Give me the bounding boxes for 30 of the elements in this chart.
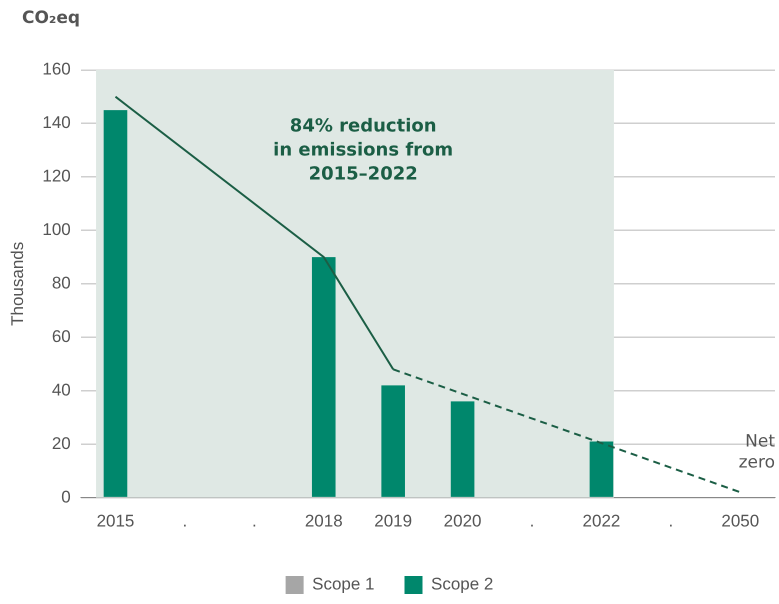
y-tick-label: 40 — [52, 380, 71, 400]
y-axis-title: Thousands — [8, 242, 27, 326]
x-tick-label: 2022 — [582, 511, 620, 530]
x-tick-label: . — [530, 511, 534, 530]
y-tick-label: 160 — [42, 60, 71, 79]
y-tick-label: 20 — [52, 434, 71, 453]
x-tick-label: 2019 — [374, 511, 412, 530]
y-tick-label: 80 — [52, 273, 71, 292]
y-tick-label: 60 — [52, 326, 71, 346]
annotation: 84% reduction in emissions from 2015–2022 — [273, 116, 454, 185]
legend-label: Scope 1 — [312, 574, 375, 594]
x-tick-label: 2015 — [96, 511, 134, 530]
bar — [590, 441, 614, 497]
x-tick-label: . — [182, 511, 188, 530]
bar — [312, 257, 336, 497]
y-tick-label: 140 — [42, 113, 71, 132]
bar — [450, 401, 474, 497]
annotation: Net zero — [738, 432, 776, 473]
y-tick-label: 0 — [61, 487, 71, 506]
chart-title: CO₂eq — [22, 8, 80, 28]
x-tick-label: . — [668, 511, 674, 530]
y-tick-label: 120 — [42, 166, 71, 186]
bar — [381, 385, 405, 497]
x-tick-label: 2050 — [721, 511, 760, 530]
y-tick-label: 100 — [42, 220, 71, 240]
bar — [104, 110, 128, 497]
legend-label: Scope 2 — [431, 574, 494, 594]
x-tick-label: . — [252, 511, 257, 530]
x-tick-label: 2020 — [444, 511, 482, 530]
x-tick-label: 2018 — [304, 511, 343, 530]
